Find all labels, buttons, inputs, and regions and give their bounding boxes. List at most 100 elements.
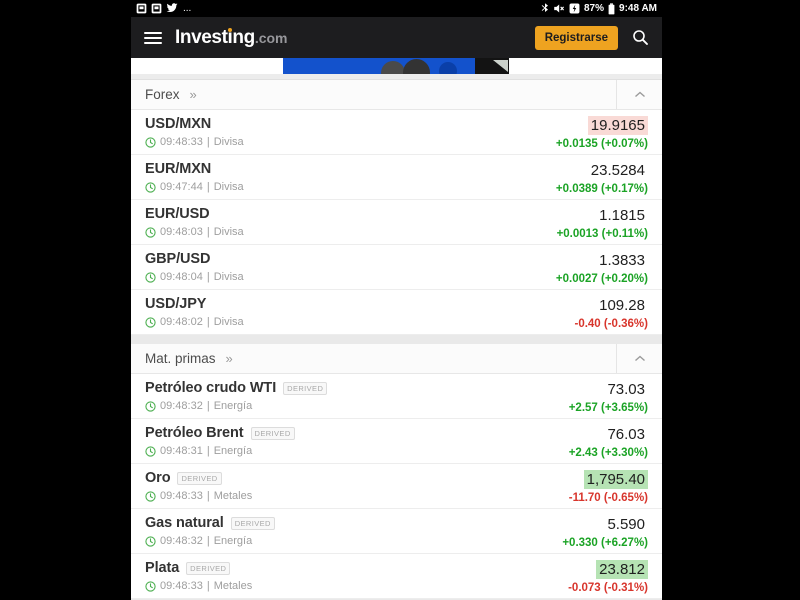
collapse-button[interactable] <box>616 344 662 373</box>
instrument-name: Plata <box>145 560 180 576</box>
price-change: -11.70 (-0.65%) <box>568 492 648 504</box>
meta-separator: | <box>206 490 210 502</box>
battery-icon <box>608 2 615 14</box>
instrument-name: GBP/USD <box>145 251 211 267</box>
instrument-category: Divisa <box>213 271 244 283</box>
quote-time: 09:48:04 <box>160 271 203 283</box>
battery-saver-icon <box>569 3 580 14</box>
status-time: 9:48 AM <box>619 3 657 14</box>
quote-row[interactable]: Oro DERIVED 09:48:33 | Metales 1,795.40 … <box>131 464 662 509</box>
meta-separator: | <box>206 580 210 592</box>
logo-text: Invest <box>175 26 228 48</box>
quote-row[interactable]: GBP/USD 09:48:04 | Divisa 1.3833 +0.0027… <box>131 245 662 290</box>
price-change: -0.073 (-0.31%) <box>568 582 648 594</box>
quote-row[interactable]: Petróleo Brent DERIVED 09:48:31 | Energí… <box>131 419 662 464</box>
investing-logo[interactable]: Investing.com <box>175 27 288 49</box>
quote-row[interactable]: USD/JPY 09:48:02 | Divisa 109.28 -0.40 (… <box>131 290 662 335</box>
section-header: Mat. primas » <box>131 344 662 374</box>
section-title[interactable]: Mat. primas <box>145 351 216 366</box>
instrument-category: Divisa <box>213 181 244 193</box>
instrument-category: Energía <box>213 535 253 547</box>
meta-separator: | <box>206 400 210 412</box>
quote-row[interactable]: USD/MXN 09:48:33 | Divisa 19.9165 +0.013… <box>131 110 662 155</box>
instrument-category: Divisa <box>213 136 244 148</box>
quote-row[interactable]: EUR/MXN 09:47:44 | Divisa 23.5284 +0.038… <box>131 155 662 200</box>
derived-badge: DERIVED <box>250 426 295 440</box>
section-title[interactable]: Forex <box>145 87 180 102</box>
price-change: +0.0013 (+0.11%) <box>556 228 648 240</box>
derived-badge: DERIVED <box>186 561 231 575</box>
quote-row[interactable]: Gas natural DERIVED 09:48:32 | Energía 5… <box>131 509 662 554</box>
register-button[interactable]: Registrarse <box>534 25 618 50</box>
banner-image[interactable] <box>283 58 509 74</box>
section-header: Forex » <box>131 80 662 110</box>
search-icon <box>633 30 648 45</box>
instrument-name: EUR/MXN <box>145 161 212 177</box>
quote-time: 09:48:03 <box>160 226 203 238</box>
instrument-name: Oro <box>145 470 171 486</box>
last-price: 19.9165 <box>587 116 648 135</box>
phone-screen: ... 87% 9:48 AM Investing.com Registrars… <box>131 0 662 600</box>
instrument-name: EUR/USD <box>145 206 210 222</box>
last-price: 5.590 <box>607 516 645 533</box>
quote-time: 09:48:33 <box>160 136 203 148</box>
last-price: 73.03 <box>607 381 645 398</box>
price-change: +0.330 (+6.27%) <box>562 537 648 549</box>
meta-separator: | <box>206 445 210 457</box>
chevron-up-icon <box>634 355 645 362</box>
clock-icon <box>145 535 156 547</box>
quote-row[interactable]: Plata DERIVED 09:48:33 | Metales 23.812 … <box>131 554 662 599</box>
meta-separator: | <box>206 535 210 547</box>
section-gap <box>131 335 662 344</box>
section-more-link[interactable]: » <box>189 87 197 102</box>
mute-icon <box>554 4 565 13</box>
quote-time: 09:48:33 <box>160 490 203 502</box>
instrument-category: Energía <box>213 400 253 412</box>
menu-icon[interactable] <box>144 31 162 44</box>
last-price: 23.812 <box>596 560 648 579</box>
bluetooth-icon <box>541 3 548 13</box>
logo-com-suffix: .com <box>254 29 288 46</box>
clock-icon <box>145 445 156 457</box>
meta-separator: | <box>206 136 210 148</box>
derived-badge: DERIVED <box>283 381 328 395</box>
system-status-icons: 87% 9:48 AM <box>541 2 657 15</box>
instrument-name: Petróleo Brent <box>145 425 244 441</box>
quote-row[interactable]: EUR/USD 09:48:03 | Divisa 1.1815 +0.0013… <box>131 200 662 245</box>
last-price: 109.28 <box>599 297 645 314</box>
more-notifications-indicator: ... <box>183 2 192 14</box>
section-more-link[interactable]: » <box>225 351 233 366</box>
meta-separator: | <box>206 271 210 283</box>
search-button[interactable] <box>632 29 649 46</box>
clock-icon <box>145 490 156 502</box>
quote-section: Forex » USD/MXN 09:48:33 | Divisa 19.916… <box>131 80 662 335</box>
quote-time: 09:48:32 <box>160 400 203 412</box>
clock-icon <box>145 136 156 148</box>
quote-time: 09:48:31 <box>160 445 203 457</box>
price-change: +2.43 (+3.30%) <box>568 447 648 459</box>
last-price: 1,795.40 <box>583 470 648 489</box>
clock-icon <box>145 316 156 328</box>
instrument-name: Gas natural <box>145 515 224 531</box>
instrument-name: USD/JPY <box>145 296 207 312</box>
clock-icon <box>145 400 156 412</box>
quote-time: 09:48:33 <box>160 580 203 592</box>
status-bar: ... 87% 9:48 AM <box>131 0 662 17</box>
logo-orange-dot-i: i <box>227 26 233 48</box>
instrument-category: Metales <box>213 490 253 502</box>
screenshot-notification-icon <box>136 3 147 14</box>
price-change: +0.0135 (+0.07%) <box>555 138 648 150</box>
clock-icon <box>145 580 156 592</box>
section-rows: Petróleo crudo WTI DERIVED 09:48:32 | En… <box>131 374 662 599</box>
collapse-button[interactable] <box>616 80 662 109</box>
instrument-category: Divisa <box>213 226 244 238</box>
quote-time: 09:48:02 <box>160 316 203 328</box>
quote-section: Mat. primas » Petróleo crudo WTI DERIVED… <box>131 344 662 599</box>
quote-row[interactable]: Petróleo crudo WTI DERIVED 09:48:32 | En… <box>131 374 662 419</box>
derived-badge: DERIVED <box>177 471 222 485</box>
price-change: +0.0389 (+0.17%) <box>555 183 648 195</box>
banner-strip <box>131 58 662 74</box>
last-price: 76.03 <box>607 426 645 443</box>
instrument-category: Metales <box>213 580 253 592</box>
